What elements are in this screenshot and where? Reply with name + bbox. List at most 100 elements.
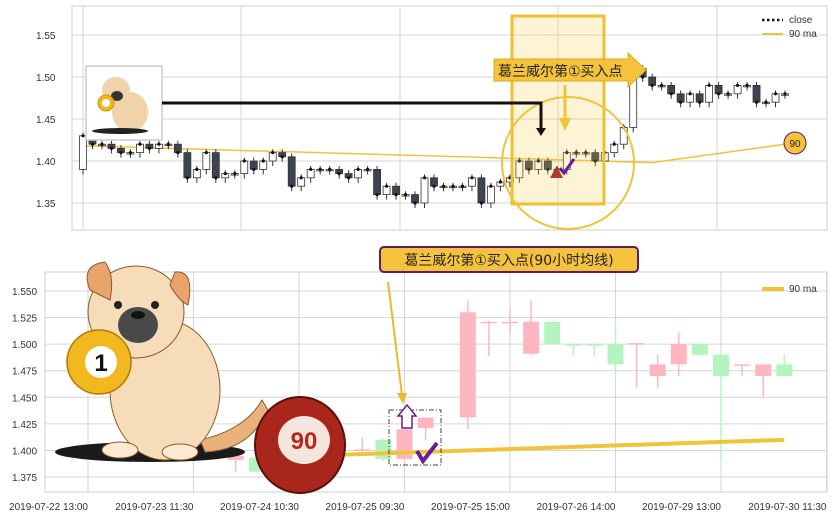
close-dot [612,142,616,146]
close-dot [574,151,578,155]
close-dot [413,201,417,205]
ball-ninety-text: 90 [291,428,318,455]
close-dot [365,167,370,171]
candle-body [755,364,772,377]
x-tick-label: 2019-07-22 13:00 [9,502,88,513]
close-dot [176,151,180,155]
close-dot [185,176,189,180]
y-tick-label: 1.55 [36,31,56,42]
y-tick-label: 1.425 [12,420,37,431]
legend-ma-label: 90 ma [789,284,817,295]
close-dot [735,83,740,87]
candle-body [734,364,751,366]
bottom-label-callout: 葛兰威尔第①买入点(90小时均线) [379,246,639,273]
close-dot [204,151,208,155]
close-dot [299,176,303,180]
close-dot [745,83,749,87]
close-dot [660,83,664,87]
close-dot [669,92,673,96]
bottom-pointer-head [397,393,407,404]
close-dot [546,167,550,171]
close-dot [375,193,379,197]
signal-dashed-box [388,409,442,466]
close-dot [100,142,104,146]
close-dot [195,167,199,171]
close-dot [451,184,455,188]
ball-one: 1 [66,329,132,395]
highlight-circle [501,96,635,230]
close-dot [716,92,721,96]
candle-body [487,185,495,204]
candle-body [586,344,603,346]
bottom-x-axis: 2019-07-22 13:00 2019-07-23 11:30 2019-07-… [9,502,827,513]
close-dot [565,151,569,155]
y-tick-label: 1.525 [12,314,37,325]
bottom-ma-line [341,437,785,457]
bottom-panel: 1.375 1.400 1.425 1.450 1.475 1.500 1.525 1.550… [9,246,828,513]
top-close-dots [81,67,787,205]
bottom-callout-text: 葛兰威尔第①买入点(90小时均线) [404,252,613,269]
candle-body [705,85,714,103]
close-dot [81,134,85,138]
candle-body [670,344,687,365]
close-dot [479,201,484,205]
close-dot [688,92,692,96]
pointer-arrowhead [536,128,546,136]
close-dot [261,159,265,163]
ball-ninety: 90 [254,396,346,494]
y-tick-label: 1.400 [12,446,37,457]
close-dot [764,100,768,104]
top-panel: 1.35 1.40 1.45 1.50 1.55 close 90 ma [36,5,828,231]
candle-body [417,417,434,429]
y-tick-label: 1.35 [36,199,56,210]
down-arrow-head [559,118,571,131]
top-callout-text: 葛兰威尔第①买入点 [498,63,623,80]
top-candles [79,65,789,209]
bottom-pointer-line [387,281,403,396]
ball-one-text: 1 [94,350,107,377]
close-dot [394,193,398,197]
close-dot [536,159,540,163]
candle-body [523,321,540,354]
close-dot [773,92,778,96]
close-dot [166,142,170,146]
up-arrow-icon [396,403,418,429]
close-dot [432,184,436,188]
candle-body [354,449,371,451]
x-tick-label: 2019-07-26 14:00 [537,502,616,513]
close-dot [309,167,313,171]
y-tick-label: 1.475 [12,367,37,378]
close-dot [470,176,474,180]
candle-body [752,85,761,103]
x-tick-label: 2019-07-25 09:30 [326,502,405,513]
close-dot [90,142,95,146]
bottom-y-axis: 1.375 1.400 1.425 1.450 1.475 1.500 1.525 1.550 [12,287,37,484]
close-dot [422,176,427,180]
close-dot [252,167,256,171]
candle-body [480,321,497,324]
buy-triangle-marker [550,166,563,178]
x-tick-label: 2019-07-29 13:00 [642,502,721,513]
candle-body [240,160,249,174]
close-dot [157,142,161,146]
x-tick-label: 2019-07-23 11:30 [115,502,194,513]
close-dot [356,167,360,171]
close-dot [679,100,683,104]
top-grid [72,6,827,230]
close-dot [698,100,702,104]
ma-badge [783,131,807,155]
close-dot [328,167,332,171]
bottom-candles [227,300,793,473]
ma-line [341,437,785,457]
close-dot [489,184,493,188]
x-tick-label: 2019-07-30 11:30 [748,502,827,513]
close-dot [726,92,730,96]
y-tick-label: 1.450 [12,393,37,404]
close-dot [128,151,133,155]
x-tick-label: 2019-07-25 15:00 [431,502,510,513]
close-dot [641,75,645,79]
ma-badge-text: 90 [789,139,801,150]
candle-body [211,152,220,179]
y-tick-label: 1.550 [12,287,37,298]
